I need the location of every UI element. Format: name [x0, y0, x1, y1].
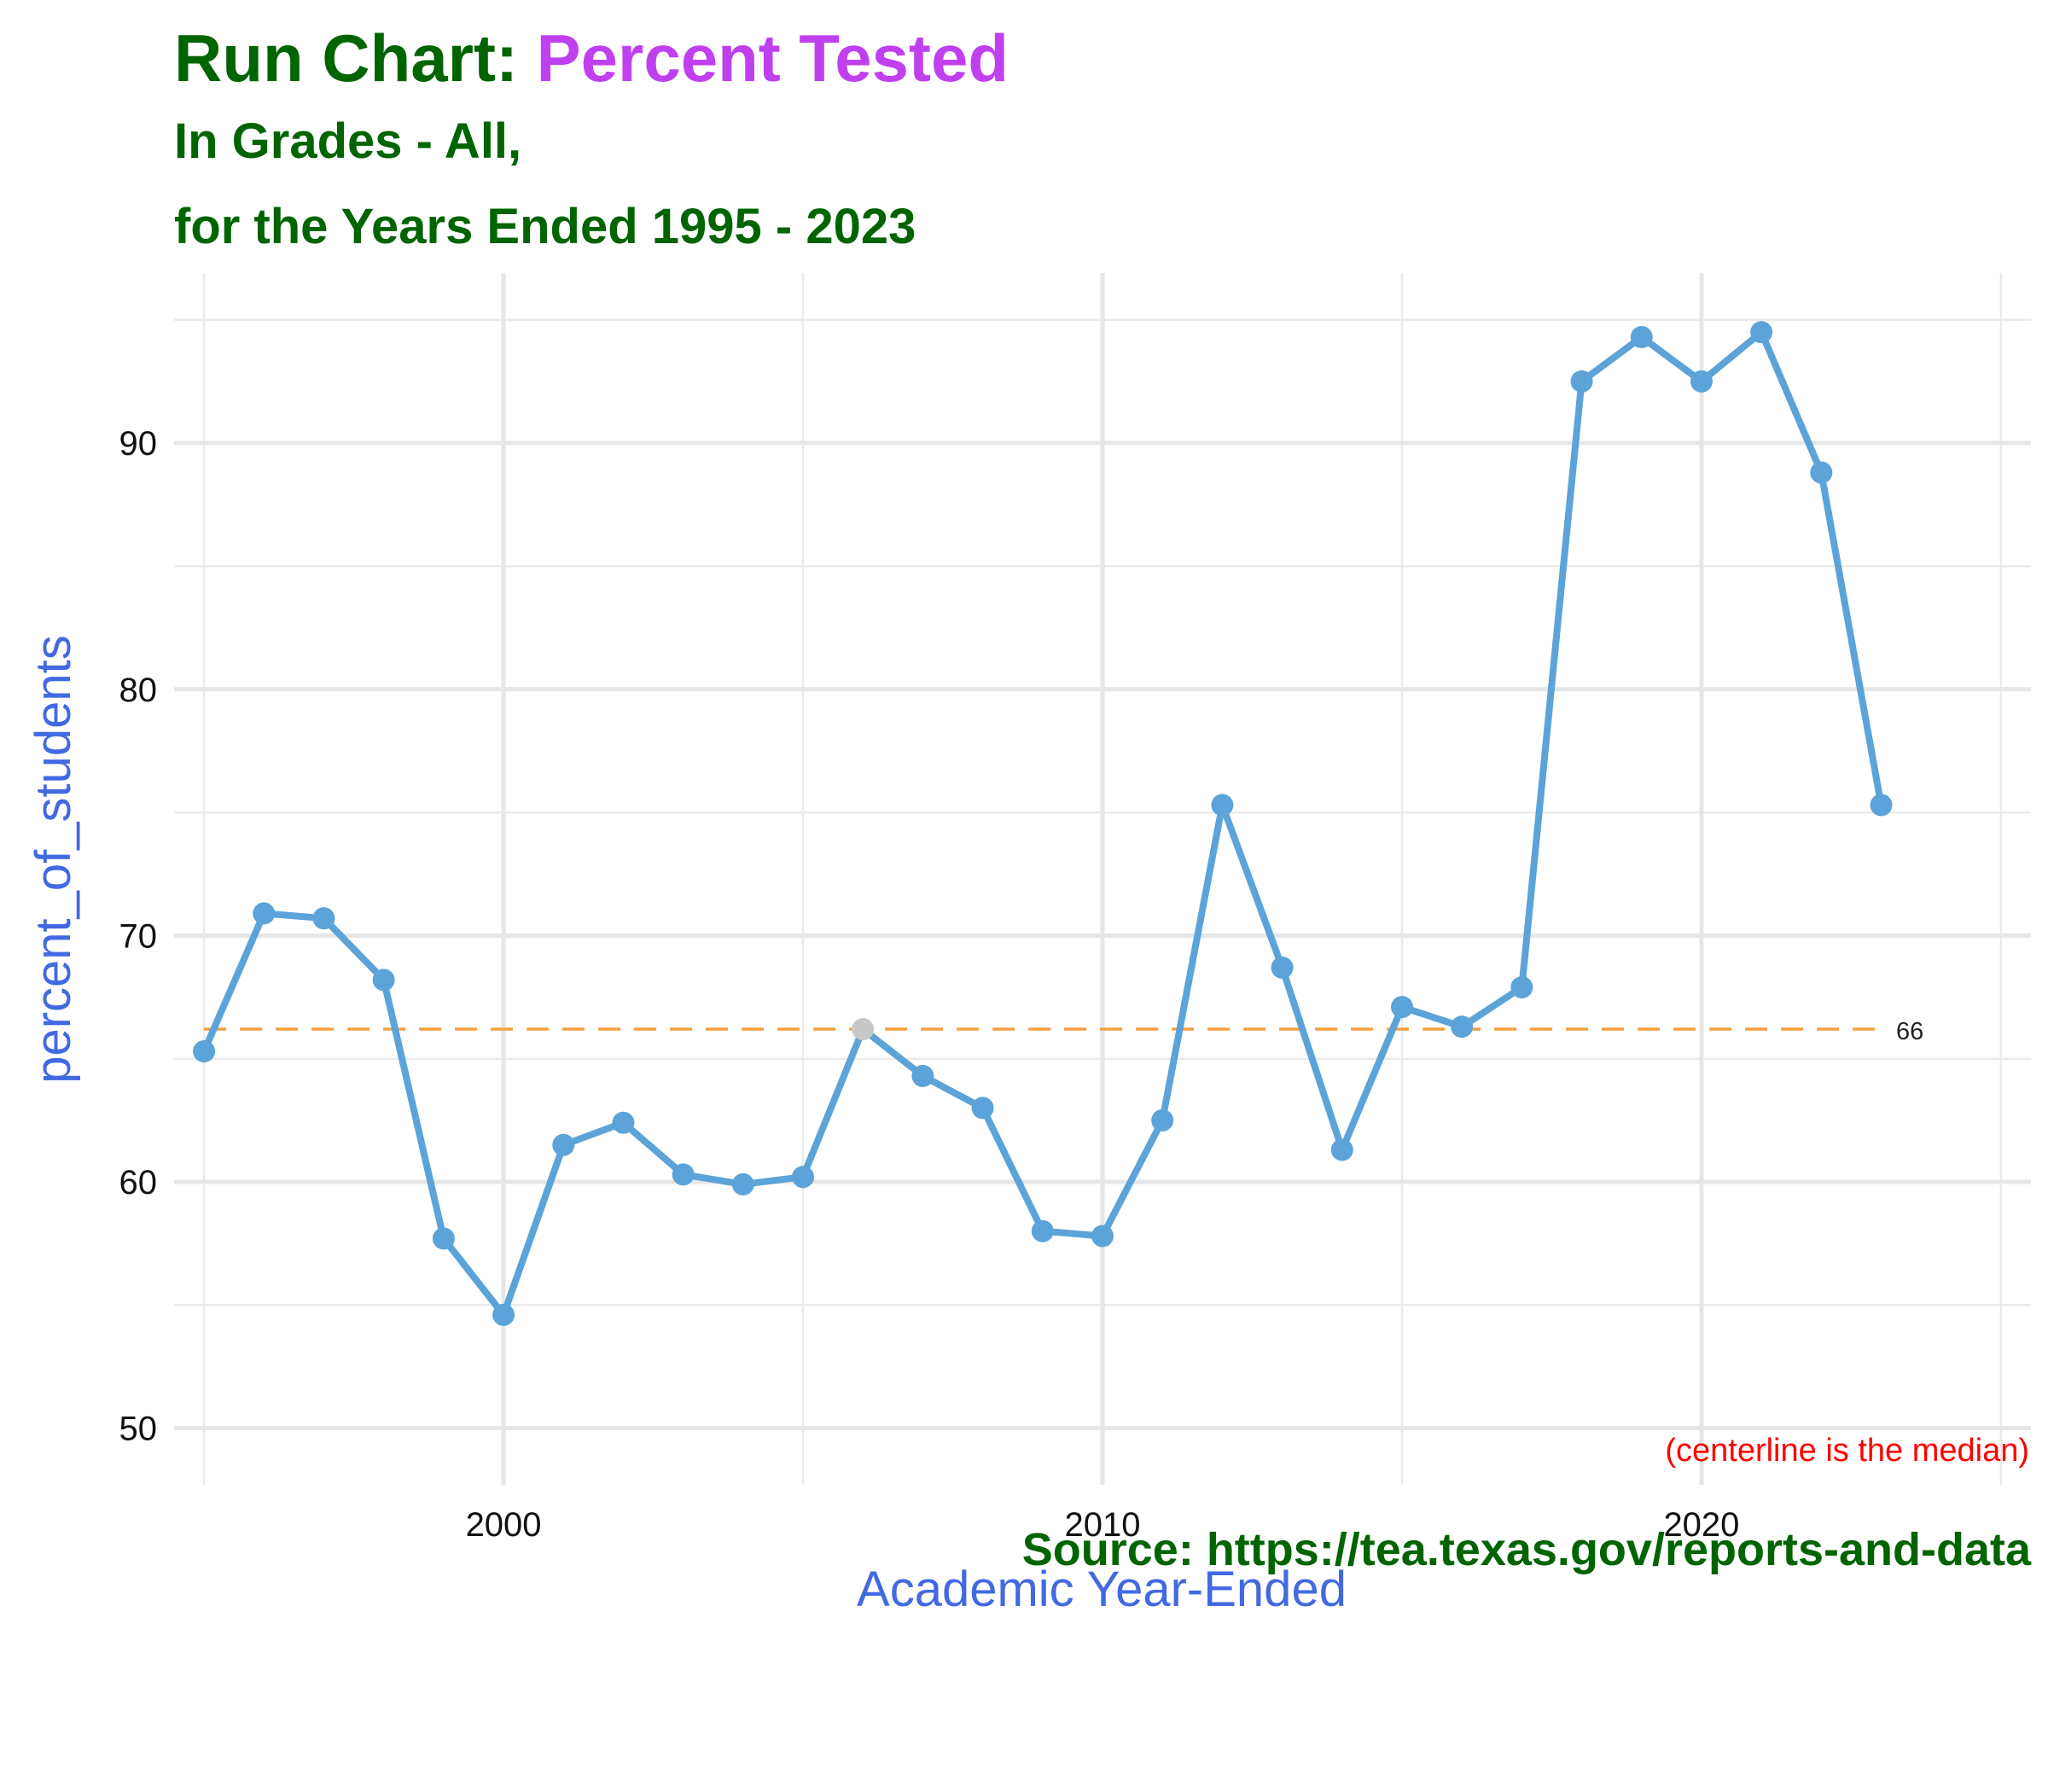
data-point — [1750, 321, 1773, 344]
data-point — [1330, 1138, 1353, 1161]
data-point — [1570, 369, 1593, 393]
data-point — [792, 1166, 815, 1189]
data-point — [1211, 794, 1234, 817]
data-point — [193, 1040, 216, 1063]
data-point — [1690, 369, 1713, 393]
data-point — [1870, 794, 1893, 817]
y-tick-label: 50 — [119, 1411, 158, 1448]
data-point — [432, 1227, 455, 1250]
title-block: Run Chart: Percent Tested In Grades - Al… — [174, 17, 1009, 270]
x-axis-label: Academic Year-Ended — [857, 1562, 1347, 1617]
y-tick-label: 90 — [119, 425, 158, 463]
y-tick-label: 80 — [119, 672, 158, 709]
title-highlight: Percent Tested — [536, 20, 1009, 96]
data-point — [1031, 1219, 1054, 1242]
median-data-point — [852, 1018, 875, 1041]
data-point — [253, 902, 276, 925]
y-tick-label: 70 — [119, 917, 158, 955]
x-tick-label: 2020 — [1663, 1506, 1739, 1544]
data-point — [1630, 326, 1653, 349]
data-point — [1271, 956, 1294, 979]
chart-subtitle-line1: In Grades - All, — [174, 113, 522, 169]
data-point — [312, 907, 335, 930]
data-point — [552, 1133, 575, 1156]
data-point — [731, 1172, 754, 1196]
data-point — [612, 1111, 635, 1134]
x-tick-label: 2000 — [466, 1506, 542, 1544]
chart-grid — [174, 273, 2031, 1485]
centerline-label: 66 — [1896, 1018, 1923, 1045]
data-point — [971, 1097, 994, 1120]
source-caption: Source: https://tea.texas.gov/reports-an… — [1021, 1524, 2031, 1575]
y-tick-label: 60 — [119, 1164, 158, 1201]
y-axis-label: percent_of_students — [26, 635, 81, 1084]
data-point — [492, 1303, 515, 1326]
data-point — [1451, 1015, 1474, 1039]
data-point — [1151, 1108, 1174, 1132]
data-point — [372, 969, 395, 992]
x-tick-label: 2010 — [1065, 1506, 1141, 1544]
data-series — [193, 321, 1893, 1326]
data-point — [672, 1163, 695, 1186]
chart-title: Run Chart: Percent Tested — [174, 17, 1009, 99]
title-prefix: Run Chart: — [174, 20, 518, 96]
data-point — [911, 1064, 934, 1087]
data-point — [1390, 996, 1413, 1019]
data-point — [1510, 975, 1533, 998]
data-point — [1810, 461, 1833, 484]
series-line — [201, 329, 1885, 1318]
median-note: (centerline is the median) — [1665, 1433, 2029, 1469]
axis-ticks: 50 60 70 80 90 2000 2010 2020 — [119, 425, 1740, 1544]
data-point — [1091, 1225, 1114, 1248]
chart-subtitle-line2: for the Years Ended 1995 - 2023 — [174, 199, 916, 254]
